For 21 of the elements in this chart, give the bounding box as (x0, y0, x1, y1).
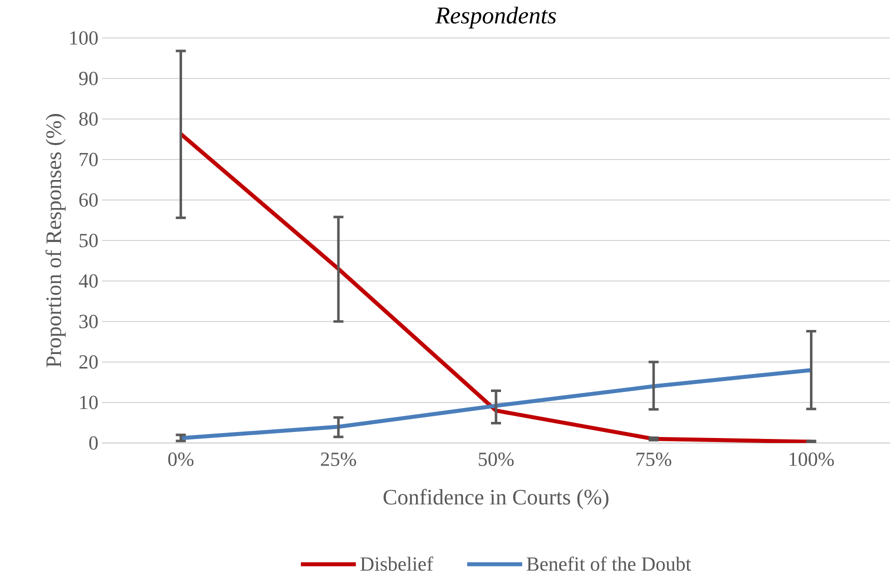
chart-title: Respondents (435, 6, 556, 28)
y-tick-label: 30 (79, 314, 98, 328)
legend-label: Disbelief (360, 556, 434, 571)
x-tick-label: 50% (478, 452, 514, 466)
y-tick-label: 20 (79, 355, 98, 369)
y-tick-label: 90 (79, 72, 98, 86)
y-tick-label: 0 (89, 436, 98, 450)
legend-label: Benefit of the Doubt (526, 556, 692, 571)
x-tick-label: 0% (168, 452, 194, 466)
y-tick-label: 50 (80, 234, 98, 248)
y-tick-label: 100 (70, 31, 98, 45)
x-tick-label: 25% (320, 452, 356, 466)
y-tick-label: 80 (79, 112, 98, 126)
y-tick-label: 40 (78, 274, 98, 288)
x-axis-title: Confidence in Courts (%) (384, 488, 608, 510)
y-tick-label: 70 (80, 152, 98, 166)
x-tick-label: 100% (790, 452, 834, 466)
x-tick-label: 75% (636, 452, 672, 466)
y-axis-title: Proportion of Responses (%) (45, 114, 66, 368)
y-tick-label: 60 (79, 193, 98, 207)
y-tick-label: 10 (80, 396, 98, 410)
